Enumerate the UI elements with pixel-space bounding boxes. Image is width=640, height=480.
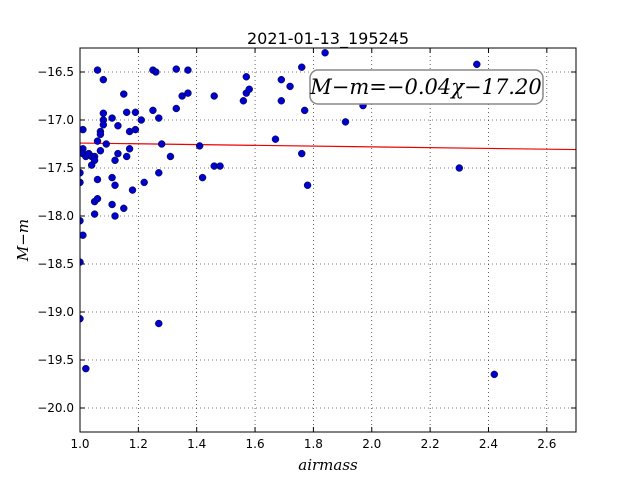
data-point — [277, 97, 286, 105]
data-point — [155, 114, 163, 122]
data-point — [455, 164, 463, 172]
x-tick-label: 2.0 — [362, 437, 381, 451]
data-point — [157, 140, 166, 148]
data-point — [300, 106, 309, 115]
x-tick-label: 1.0 — [70, 437, 89, 451]
data-layer — [80, 49, 576, 379]
plot-frame — [79, 47, 577, 433]
data-point — [90, 156, 99, 165]
x-axis-label: airmass — [298, 456, 358, 474]
data-point — [80, 217, 84, 225]
annotation-box: M−m=−0.04χ−17.20 — [309, 69, 544, 105]
data-point — [120, 204, 128, 213]
data-point — [195, 142, 204, 150]
y-tick-label: −17.0 — [37, 113, 74, 127]
data-point — [111, 181, 119, 189]
x-tick-label: 1.4 — [187, 437, 206, 451]
data-point — [111, 212, 119, 220]
data-point — [99, 109, 108, 117]
data-point — [172, 65, 180, 73]
data-point — [198, 173, 207, 182]
data-point — [155, 319, 163, 328]
data-point — [131, 108, 140, 117]
data-point — [99, 75, 108, 84]
data-point — [166, 152, 175, 161]
data-point — [114, 122, 122, 130]
data-point — [184, 66, 192, 74]
data-point — [245, 85, 253, 93]
data-point — [155, 169, 163, 177]
data-point — [321, 49, 329, 57]
y-tick-label: −16.5 — [37, 65, 74, 79]
data-point — [80, 258, 84, 266]
data-point — [131, 125, 140, 134]
data-point — [80, 169, 84, 177]
ticks: 1.0 1.2 1.4 1.6 1.8 2.0 2.2 2.4 2.6 −16.5 −17.0 −17… — [37, 48, 576, 451]
data-point — [96, 147, 105, 155]
data-point — [242, 73, 251, 81]
data-point — [90, 210, 99, 218]
x-tick-label: 2.4 — [479, 437, 498, 451]
data-point — [96, 130, 105, 139]
data-point — [80, 178, 84, 187]
x-tick-label: 1.2 — [129, 437, 148, 451]
data-point — [184, 89, 192, 97]
data-point — [102, 140, 110, 148]
data-point — [490, 370, 499, 379]
data-point — [341, 118, 350, 126]
data-point — [178, 92, 186, 100]
data-point — [114, 149, 122, 158]
chart-title: 2021-01-13_195245 — [247, 29, 409, 49]
y-tick-label: −18.0 — [37, 209, 74, 223]
y-tick-label: −17.5 — [37, 161, 74, 175]
data-point — [80, 315, 84, 323]
data-point — [216, 162, 224, 170]
data-point — [286, 82, 294, 91]
data-point — [80, 231, 87, 239]
x-tick-label: 1.6 — [246, 437, 265, 451]
data-point — [172, 104, 180, 113]
data-point — [125, 145, 134, 153]
x-tick-label: 2.2 — [421, 437, 440, 451]
x-tick-label: 1.8 — [304, 437, 323, 451]
y-tick-label: −19.0 — [37, 305, 74, 319]
data-point — [298, 149, 306, 158]
data-point — [210, 92, 218, 100]
data-point — [271, 135, 280, 143]
data-point — [122, 152, 131, 161]
data-point — [108, 173, 116, 182]
y-tick-label: −19.5 — [37, 353, 74, 367]
annotation-frame — [309, 69, 544, 105]
data-point — [93, 195, 102, 203]
plot-area — [80, 49, 576, 379]
grid — [79, 48, 576, 432]
data-point — [137, 116, 145, 124]
data-point — [277, 75, 286, 84]
data-point — [149, 106, 157, 115]
data-point — [93, 175, 102, 184]
data-point — [239, 97, 248, 105]
y-axis-label: M−m — [14, 219, 32, 262]
annotation-equation: M−m=−0.04χ−17.20 — [309, 75, 541, 99]
x-tick-label: 2.6 — [537, 437, 556, 451]
data-point — [80, 125, 87, 134]
data-point — [473, 60, 481, 69]
data-point — [298, 63, 306, 71]
data-point — [108, 114, 116, 122]
data-point — [111, 156, 119, 165]
y-tick-label: −20.0 — [37, 401, 74, 415]
data-point — [82, 364, 90, 373]
data-point — [99, 121, 108, 129]
data-point — [152, 68, 160, 76]
data-point — [93, 137, 102, 145]
data-point — [140, 178, 148, 187]
data-point — [122, 108, 131, 117]
data-point — [120, 90, 128, 98]
y-tick-label: −18.5 — [37, 257, 74, 271]
data-point — [108, 200, 116, 209]
data-point — [128, 186, 137, 194]
data-point — [303, 181, 312, 189]
data-point — [93, 66, 102, 74]
